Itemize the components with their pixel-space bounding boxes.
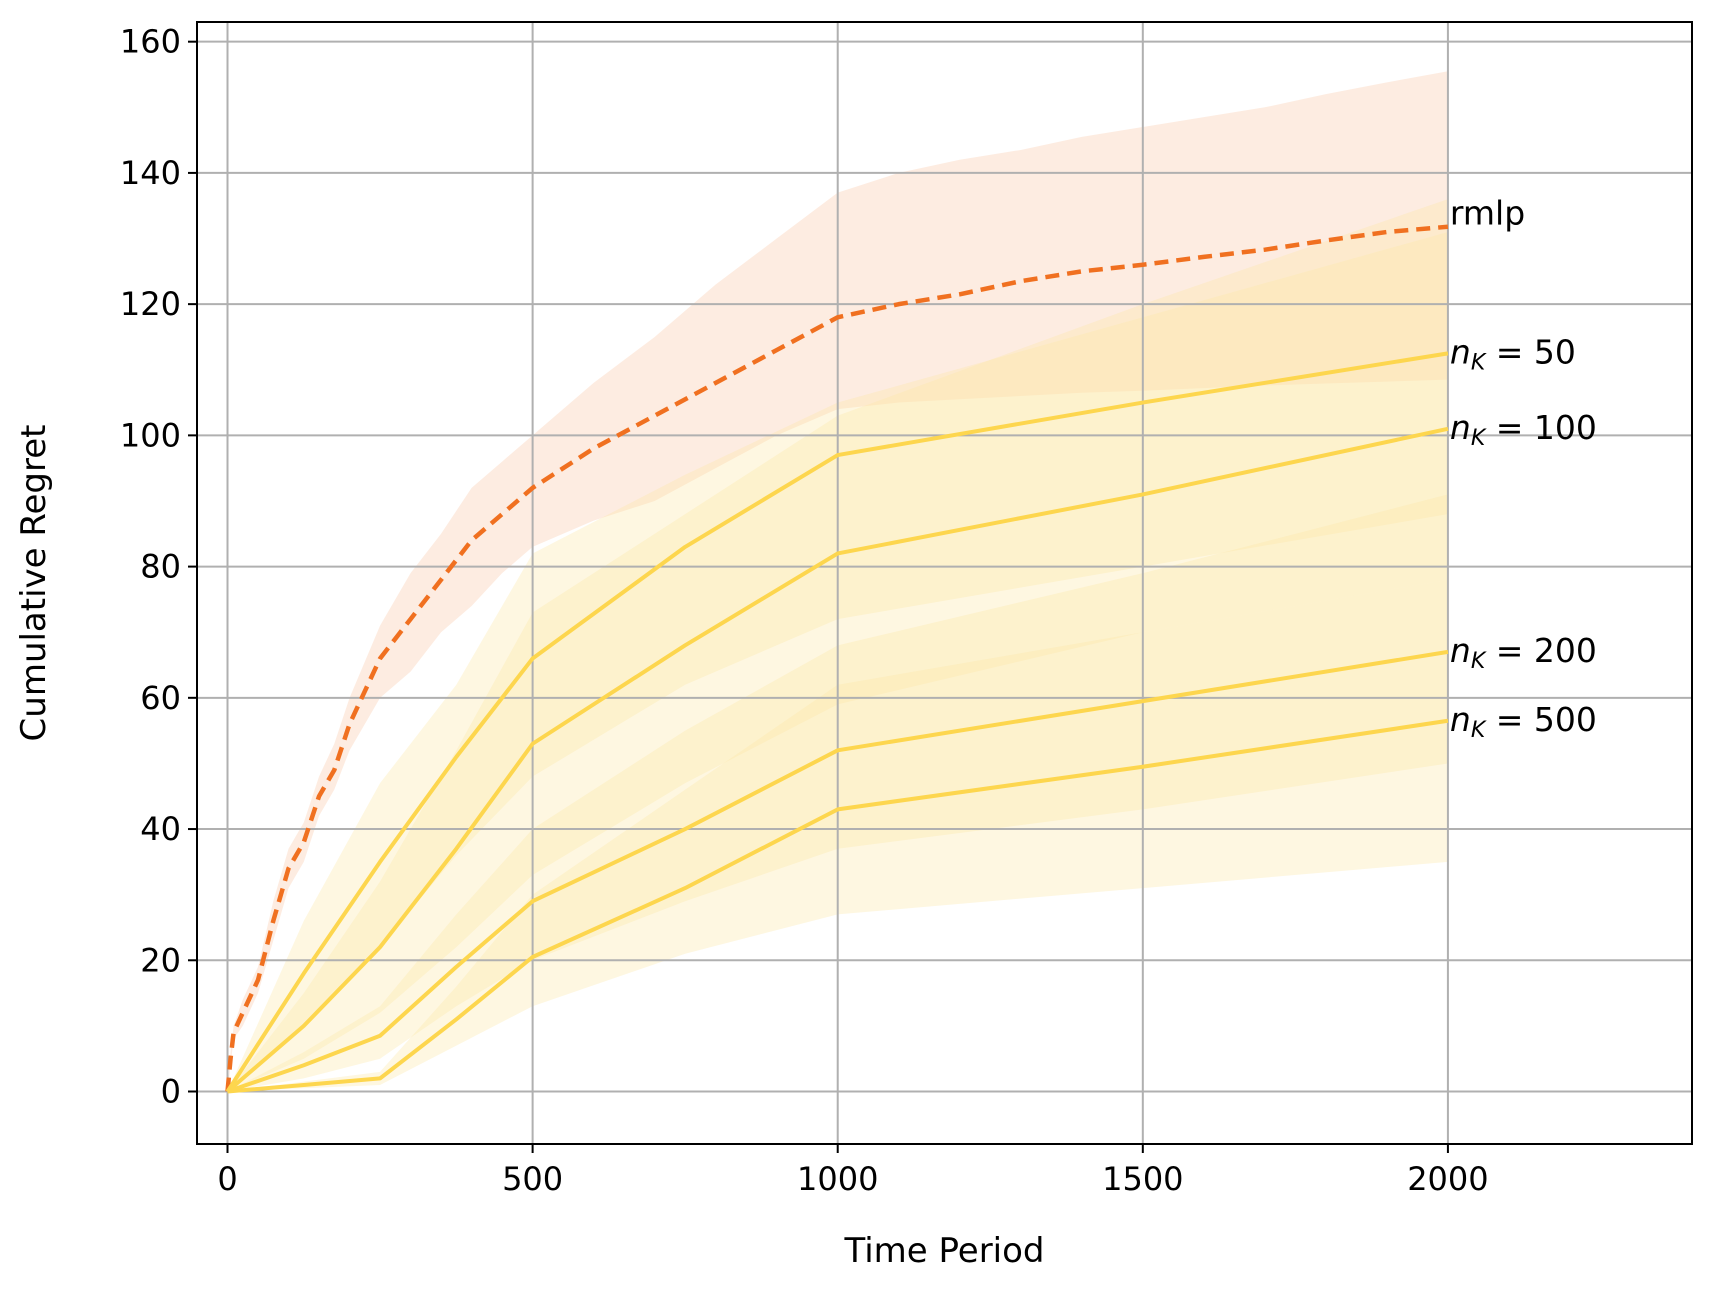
y-tick-label: 140: [120, 154, 181, 192]
axis-ticks: 0 500 1000 1500 2000 0 20 40 60 80 100 120 140 160: [120, 23, 1489, 1198]
line-rmlp: [225, 224, 1449, 1092]
x-tick-label: 0: [217, 1160, 237, 1198]
label-nk-4: nK = 500: [1450, 700, 1597, 743]
y-tick-label: 100: [120, 416, 181, 454]
series-lines: [225, 224, 1449, 1094]
grid-lines: [197, 22, 1692, 1144]
plot-frame: [196, 21, 1693, 1145]
y-tick-label: 0: [161, 1073, 181, 1111]
x-tick-label: 500: [502, 1160, 563, 1198]
y-tick-label: 80: [140, 548, 181, 586]
y-tick-label: 120: [120, 285, 181, 323]
x-tick-label: 2000: [1407, 1160, 1488, 1198]
series-labels: rmlp nK = 50 nK = 100 nK = 200 nK = 500: [1450, 194, 1597, 743]
label-nk-3: nK = 200: [1450, 631, 1597, 674]
x-axis-label: Time Period: [843, 1231, 1044, 1271]
line-nk-2: [226, 426, 1449, 1094]
line-nk-3: [226, 649, 1449, 1094]
label-nk-1: nK = 50: [1450, 332, 1576, 375]
line-nk-1: [225, 351, 1449, 1093]
y-tick-label: 20: [140, 941, 181, 979]
label-rmlp: rmlp: [1450, 194, 1525, 233]
line-nk-4: [227, 718, 1449, 1094]
y-tick-label: 60: [140, 679, 181, 717]
label-nk-2: nK = 100: [1450, 408, 1597, 451]
x-tick-label: 1500: [1102, 1160, 1183, 1198]
y-tick-label: 160: [120, 23, 181, 61]
y-tick-label: 40: [140, 810, 181, 848]
y-axis-label: Cumulative Regret: [14, 425, 54, 742]
x-tick-label: 1000: [797, 1160, 878, 1198]
